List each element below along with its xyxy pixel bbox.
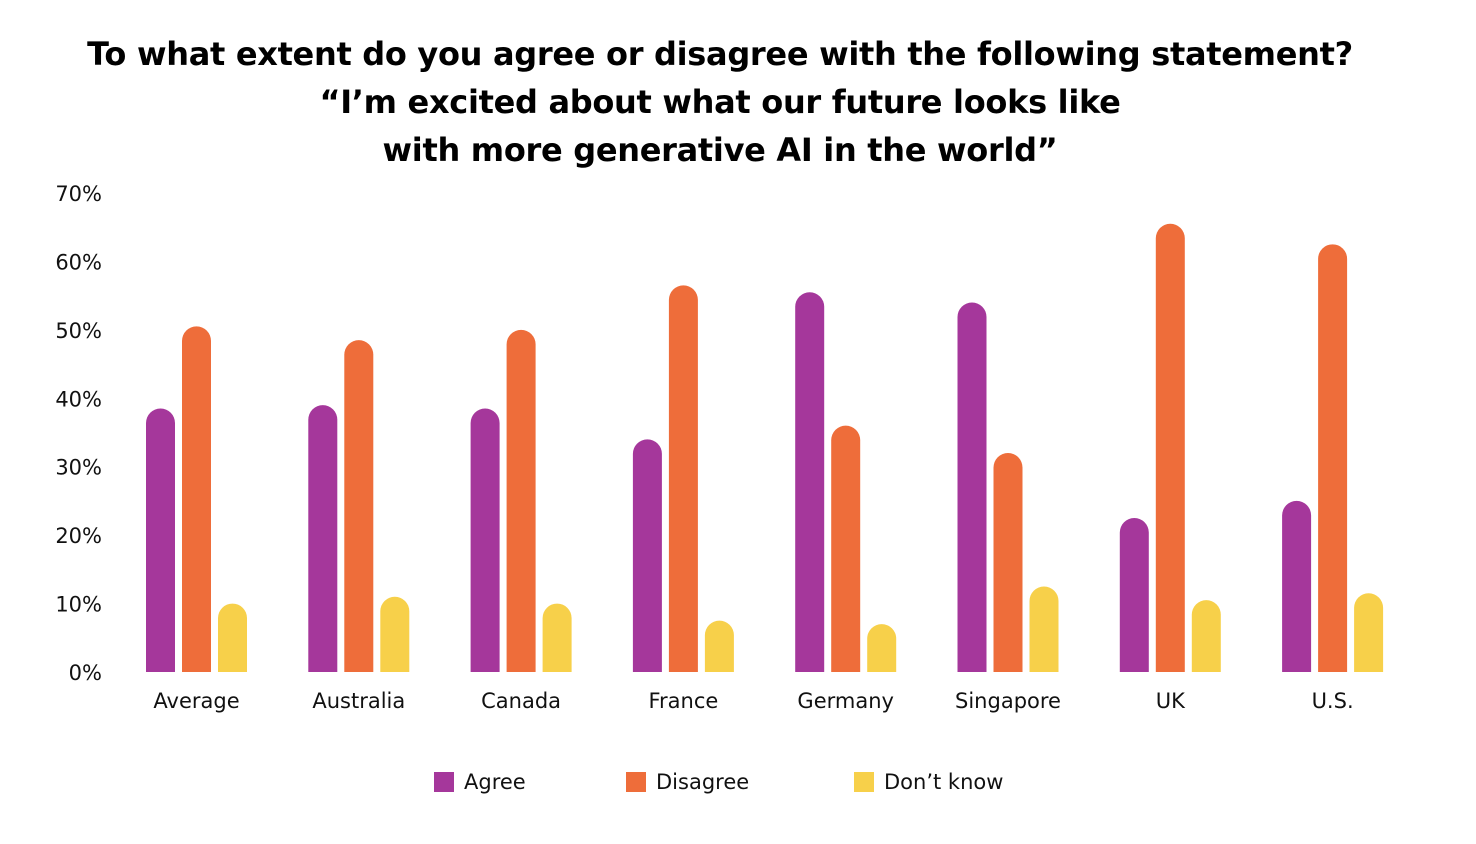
y-tick-label: 10% (55, 593, 102, 617)
bar-average-don-t-know (218, 603, 247, 672)
x-tick-label-canada: Canada (481, 689, 561, 713)
bar-australia-disagree (344, 340, 374, 672)
bar-canada-agree (470, 408, 500, 672)
bar-singapore-disagree (993, 453, 1023, 672)
bar-germany-disagree (831, 425, 861, 672)
x-tick-label-uk: UK (1156, 689, 1186, 713)
bar-france-don-t-know (704, 620, 734, 672)
bar-average-agree (146, 408, 175, 672)
y-tick-label: 40% (55, 387, 102, 411)
y-tick-label: 60% (55, 250, 102, 274)
bar-australia-agree (308, 405, 338, 672)
x-tick-label-singapore: Singapore (955, 689, 1061, 713)
legend-item-disagree: Disagree (626, 770, 749, 794)
legend-label-disagree: Disagree (656, 770, 750, 794)
y-axis: 0% 10% 20% 30% 40% 50% 60% 70% (55, 182, 102, 685)
bar-canada-don-t-know (542, 603, 572, 672)
legend-item-dont-know: Don’t know (854, 770, 1003, 794)
bar-uk-agree (1119, 518, 1149, 672)
bar-france-disagree (668, 285, 698, 672)
legend-swatch-dont-know (854, 772, 874, 792)
x-tick-label-u-s: U.S. (1312, 689, 1354, 713)
legend-swatch-agree (434, 772, 454, 792)
y-tick-label: 30% (55, 456, 102, 480)
legend-item-agree: Agree (434, 770, 526, 794)
bar-uk-don-t-know (1191, 600, 1221, 672)
bars (146, 223, 1384, 673)
legend-label-agree: Agree (464, 770, 526, 794)
bar-uk-disagree (1155, 223, 1185, 673)
x-tick-label-france: France (648, 689, 718, 713)
x-tick-label-australia: Australia (312, 689, 405, 713)
y-tick-label: 20% (55, 524, 102, 548)
legend-label-dont-know: Don’t know (884, 770, 1004, 794)
bar-u-s-disagree (1318, 244, 1348, 672)
bar-u-s-don-t-know (1354, 593, 1384, 672)
bar-germany-agree (795, 292, 825, 672)
y-tick-label: 70% (55, 182, 102, 206)
bar-u-s-agree (1282, 500, 1312, 672)
bar-singapore-don-t-know (1029, 586, 1059, 672)
bar-germany-don-t-know (867, 624, 897, 672)
bar-singapore-agree (957, 302, 987, 672)
chart-title-line-1: To what extent do you agree or disagree … (87, 35, 1353, 73)
bar-average-disagree (182, 326, 211, 672)
bar-australia-don-t-know (380, 596, 410, 672)
x-tick-label-germany: Germany (797, 689, 894, 713)
chart-title-line-3: with more generative AI in the world” (382, 131, 1058, 169)
y-tick-label: 50% (55, 319, 102, 343)
chart-title: To what extent do you agree or disagree … (0, 30, 1440, 174)
x-axis: Average Australia Canada France Germany Singa… (153, 689, 1353, 713)
legend-swatch-disagree (626, 772, 646, 792)
y-tick-label: 0% (69, 661, 102, 685)
x-tick-label-average: Average (153, 689, 239, 713)
bar-france-agree (632, 439, 662, 672)
bar-canada-disagree (506, 329, 536, 672)
chart-title-line-2: “I’m excited about what our future looks… (319, 83, 1121, 121)
